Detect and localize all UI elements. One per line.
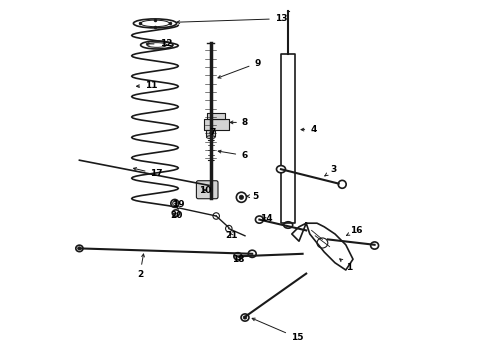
Ellipse shape <box>243 316 247 319</box>
Text: 18: 18 <box>232 255 245 264</box>
Text: 4: 4 <box>301 125 317 134</box>
Text: 17: 17 <box>134 168 163 179</box>
Ellipse shape <box>338 180 346 188</box>
Ellipse shape <box>76 245 83 252</box>
Ellipse shape <box>317 238 328 248</box>
Ellipse shape <box>255 216 263 223</box>
Ellipse shape <box>234 253 242 260</box>
Text: 3: 3 <box>325 166 336 176</box>
Text: 11: 11 <box>137 81 158 90</box>
Ellipse shape <box>241 314 249 321</box>
Text: 14: 14 <box>260 215 272 223</box>
Text: 2: 2 <box>137 254 145 279</box>
Text: 12: 12 <box>146 40 172 49</box>
Text: 10: 10 <box>199 186 212 195</box>
FancyBboxPatch shape <box>196 181 218 199</box>
Text: 15: 15 <box>252 318 303 342</box>
Text: 20: 20 <box>171 211 183 220</box>
Text: 8: 8 <box>230 118 248 127</box>
Text: 5: 5 <box>246 192 259 201</box>
Ellipse shape <box>370 242 379 249</box>
Ellipse shape <box>225 225 232 232</box>
Text: 16: 16 <box>346 226 362 235</box>
Ellipse shape <box>171 199 179 207</box>
Ellipse shape <box>213 213 220 219</box>
Ellipse shape <box>172 210 179 216</box>
Text: 9: 9 <box>218 59 261 78</box>
Ellipse shape <box>77 247 81 250</box>
Text: 21: 21 <box>225 231 238 240</box>
Text: 13: 13 <box>177 14 287 23</box>
Ellipse shape <box>206 136 215 139</box>
Ellipse shape <box>248 250 256 257</box>
Text: 7: 7 <box>209 128 216 137</box>
Text: 19: 19 <box>172 200 185 209</box>
Text: 1: 1 <box>340 259 352 272</box>
Ellipse shape <box>276 166 286 173</box>
Ellipse shape <box>172 201 177 206</box>
Ellipse shape <box>236 192 246 202</box>
Text: 6: 6 <box>218 150 247 160</box>
Ellipse shape <box>239 195 244 199</box>
